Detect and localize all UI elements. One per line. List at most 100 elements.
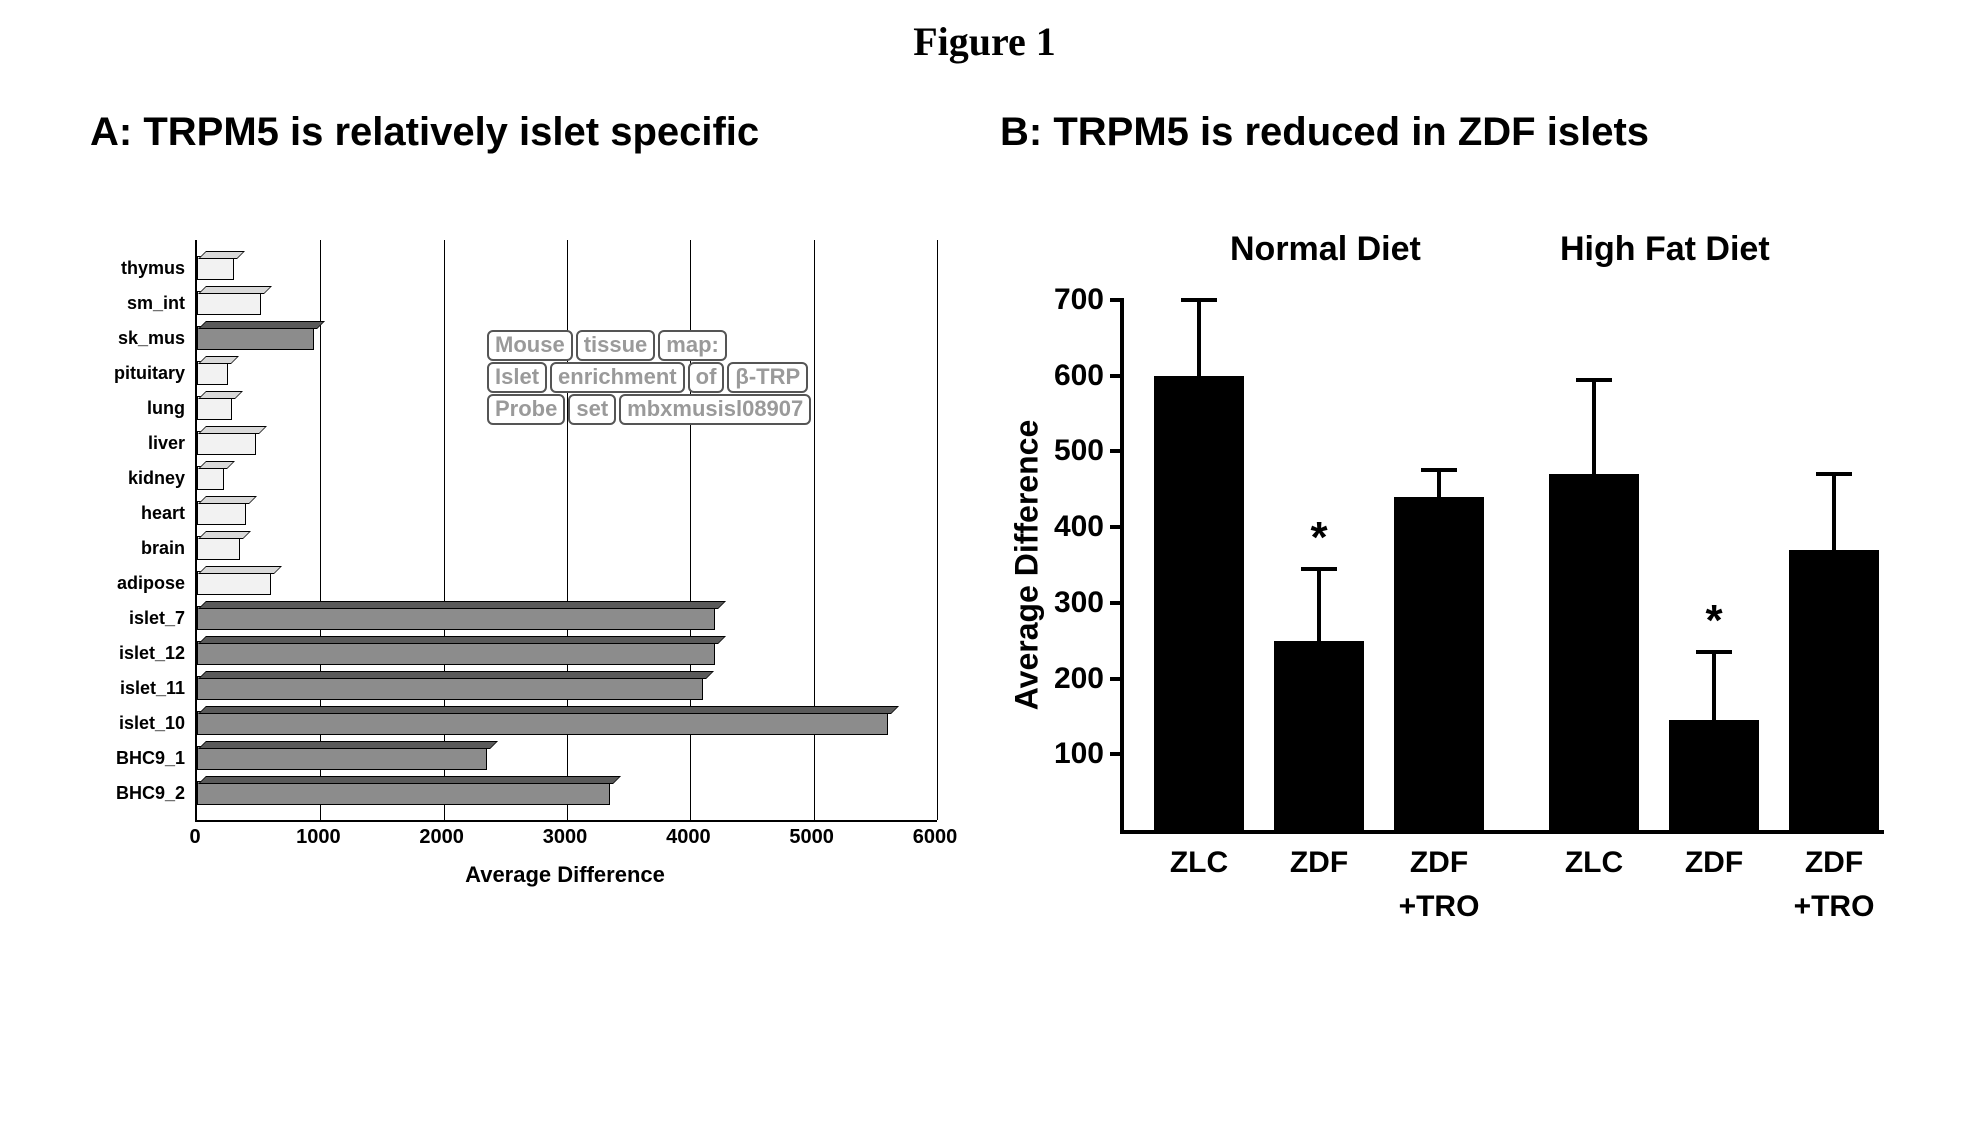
panel-a-bar bbox=[197, 746, 487, 770]
panel-a-ylabel: BHC9_1 bbox=[55, 748, 185, 769]
panel-b-significance-star: * bbox=[1705, 596, 1722, 646]
panel-a-xtitle: Average Difference bbox=[195, 862, 935, 888]
panel-a-bar-top3d bbox=[198, 531, 251, 539]
panel-b-bar bbox=[1154, 376, 1244, 830]
panel-b-ytick bbox=[1110, 449, 1124, 453]
panel-a-ylabel: brain bbox=[55, 538, 185, 559]
panel-a-xtick-label: 2000 bbox=[419, 826, 464, 849]
panel-a-ylabel: islet_7 bbox=[55, 608, 185, 629]
panel-a-bar bbox=[197, 606, 715, 630]
panel-a-inset-word: of bbox=[688, 362, 725, 393]
panel-a-bar-top3d bbox=[198, 391, 243, 399]
panel-a-bar bbox=[197, 641, 715, 665]
panel-a-inset-word: Probe bbox=[487, 394, 565, 425]
panel-a-ylabel: islet_11 bbox=[55, 678, 185, 699]
panel-a-bar bbox=[197, 291, 261, 315]
panel-a-bar-top3d bbox=[198, 601, 726, 609]
panel-b-xlabel-main: ZLC bbox=[1565, 846, 1623, 879]
panel-b-errorbar-cap bbox=[1421, 468, 1457, 472]
panel-a-ylabel: kidney bbox=[55, 468, 185, 489]
panel-a-bar-top3d bbox=[198, 671, 714, 679]
figure-title: Figure 1 bbox=[0, 18, 1969, 65]
panel-a-bar bbox=[197, 781, 610, 805]
panel-a-ylabel: pituitary bbox=[55, 363, 185, 384]
panel-a-bar-top3d bbox=[198, 636, 726, 644]
panel-a-bar-top3d bbox=[198, 286, 272, 294]
panel-b-significance-star: * bbox=[1310, 513, 1327, 563]
panel-a-inset-word: β-TRP bbox=[727, 362, 808, 393]
panel-b-ytick-label: 300 bbox=[1054, 586, 1104, 620]
panel-a-ylabel: islet_12 bbox=[55, 643, 185, 664]
panel-a-bar bbox=[197, 676, 703, 700]
panel-a-inset-line: Mousetissuemap: bbox=[487, 330, 730, 361]
panel-b-errorbar-cap bbox=[1696, 650, 1732, 654]
panel-b-errorbar-cap bbox=[1816, 472, 1852, 476]
panel-b-errorbar-cap bbox=[1576, 378, 1612, 382]
panel-b-ytick bbox=[1110, 677, 1124, 681]
panel-b-ytick-label: 100 bbox=[1054, 737, 1104, 771]
panel-b-xlabel-main: ZDF bbox=[1685, 846, 1743, 879]
panel-a-inset-line: Isletenrichmentofβ-TRP bbox=[487, 362, 811, 393]
panel-b-xlabel-main: ZDF bbox=[1290, 846, 1348, 879]
panel-a-gridline bbox=[937, 240, 938, 820]
panel-a-bar-top3d bbox=[198, 356, 239, 364]
panel-b-xlabel-main: ZLC bbox=[1170, 846, 1228, 879]
panel-b-xlabel: ZDF +TRO bbox=[1399, 846, 1480, 924]
panel-b-bar bbox=[1274, 641, 1364, 830]
panel-b-bar bbox=[1669, 720, 1759, 830]
panel-a-xtick-label: 0 bbox=[189, 826, 200, 849]
panel-b-group-title: High Fat Diet bbox=[1560, 230, 1770, 269]
panel-a-xtick-label: 3000 bbox=[543, 826, 588, 849]
panel-a-bar-top3d bbox=[198, 461, 235, 469]
panel-a-bar-top3d bbox=[198, 741, 498, 749]
panel-b-ytitle-wrap: Average Difference bbox=[1012, 300, 1042, 830]
panel-a-bar bbox=[197, 466, 224, 490]
panel-b-xlabel: ZDF+TRO bbox=[1794, 846, 1875, 924]
panel-a-bar bbox=[197, 431, 256, 455]
panel-a-bar bbox=[197, 711, 888, 735]
panel-a-ylabel: islet_10 bbox=[55, 713, 185, 734]
panel-a-bar-top3d bbox=[198, 566, 282, 574]
panel-b-ytick bbox=[1110, 601, 1124, 605]
panel-b-errorbar-cap bbox=[1181, 298, 1217, 302]
panel-b-xlabel-sub: +TRO bbox=[1794, 890, 1875, 924]
panel-b-xlabel: ZDF bbox=[1685, 846, 1743, 880]
panel-b-ytick-label: 600 bbox=[1054, 359, 1104, 393]
panel-a-bar bbox=[197, 501, 246, 525]
panel-a-bar bbox=[197, 571, 271, 595]
panel-a-ylabel: sk_mus bbox=[55, 328, 185, 349]
panel-b-xlabel: ZLC bbox=[1565, 846, 1623, 880]
panel-a-inset-word: Islet bbox=[487, 362, 547, 393]
panel-a-bar-top3d bbox=[198, 496, 257, 504]
panel-b-xlabel-sub: +TRO bbox=[1399, 890, 1480, 924]
panel-a-bar bbox=[197, 536, 240, 560]
panel-a-ylabel: thymus bbox=[55, 258, 185, 279]
panel-b-ytick-label: 700 bbox=[1054, 283, 1104, 317]
panel-a-inset-word: mbxmusisl08907 bbox=[619, 394, 811, 425]
panel-a-bar-top3d bbox=[198, 321, 325, 329]
panel-b-ytick-label: 200 bbox=[1054, 662, 1104, 696]
panel-b-plot: 100200300400500600700ZLC*ZDFZDF+TROZLC*Z… bbox=[1120, 300, 1884, 834]
panel-b-errorbar bbox=[1197, 300, 1201, 376]
panel-b-errorbar bbox=[1592, 380, 1596, 475]
panel-a-xtick-label: 1000 bbox=[296, 826, 341, 849]
panel-a-title: A: TRPM5 is relatively islet specific bbox=[90, 110, 759, 155]
panel-b-errorbar bbox=[1437, 470, 1441, 497]
panel-a-bar bbox=[197, 326, 314, 350]
panel-b-xlabel: ZLC bbox=[1170, 846, 1228, 880]
panel-b-errorbar-cap bbox=[1301, 567, 1337, 571]
panel-a-ylabel: heart bbox=[55, 503, 185, 524]
panel-b-group-title: Normal Diet bbox=[1230, 230, 1421, 269]
panel-a-xtick-label: 5000 bbox=[789, 826, 834, 849]
panel-a-plot: Mousetissuemap:Isletenrichmentofβ-TRPPro… bbox=[195, 240, 937, 822]
panel-b-ytick bbox=[1110, 525, 1124, 529]
panel-a: Mousetissuemap:Isletenrichmentofβ-TRPPro… bbox=[55, 240, 955, 920]
panel-b-xlabel-main: ZDF bbox=[1410, 846, 1468, 879]
panel-b-errorbar bbox=[1832, 474, 1836, 550]
panel-b-ytitle: Average Difference bbox=[1009, 420, 1046, 711]
panel-b-ytick-label: 500 bbox=[1054, 434, 1104, 468]
panel-b-errorbar bbox=[1317, 569, 1321, 641]
panel-b-ytick bbox=[1110, 752, 1124, 756]
panel-a-inset-word: set bbox=[568, 394, 616, 425]
panel-b-title: B: TRPM5 is reduced in ZDF islets bbox=[1000, 110, 1649, 155]
